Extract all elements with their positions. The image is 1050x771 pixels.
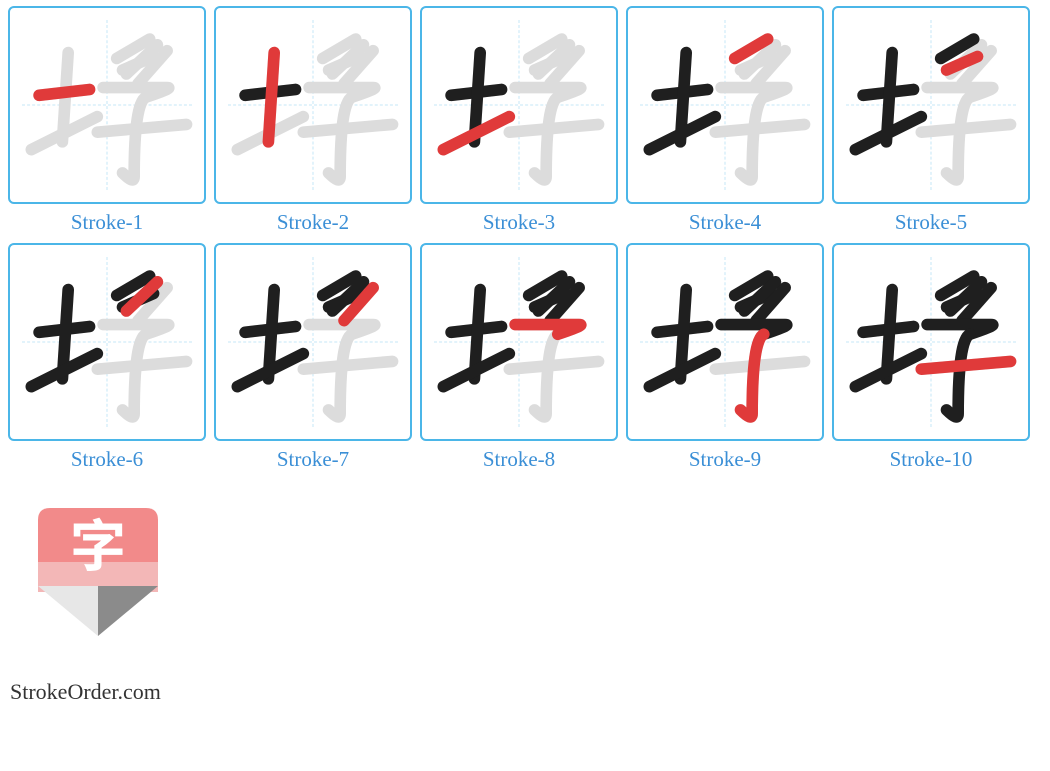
- stroke-current-8: [515, 325, 581, 335]
- char-svg: [834, 245, 1028, 439]
- char-svg: [216, 245, 410, 439]
- stroke-ghost-10: [303, 124, 392, 132]
- site-logo-icon: 字: [38, 508, 158, 636]
- stroke-caption-5: Stroke-5: [832, 210, 1030, 235]
- stroke-caption-1: Stroke-1: [8, 210, 206, 235]
- stroke-card-4: Stroke-4: [626, 6, 824, 235]
- stroke-caption-8: Stroke-8: [420, 447, 618, 472]
- stroke-ghost-9: [329, 334, 352, 417]
- stroke-ghost-8: [103, 325, 169, 335]
- stroke-tile-6: [8, 243, 206, 441]
- stroke-tile-3: [420, 6, 618, 204]
- stroke-done-8: [721, 325, 787, 335]
- stroke-ghost-10: [715, 124, 804, 132]
- stroke-card-6: Stroke-6: [8, 243, 206, 472]
- stroke-card-3: Stroke-3: [420, 6, 618, 235]
- logo-row: 字: [0, 472, 1050, 641]
- stroke-card-5: Stroke-5: [832, 6, 1030, 235]
- char-svg: [422, 245, 616, 439]
- stroke-current-10: [921, 361, 1010, 369]
- stroke-caption-9: Stroke-9: [626, 447, 824, 472]
- stroke-caption-4: Stroke-4: [626, 210, 824, 235]
- stroke-ghost-9: [123, 97, 146, 180]
- stroke-ghost-9: [123, 334, 146, 417]
- stroke-tile-2: [214, 6, 412, 204]
- char-svg: [10, 245, 204, 439]
- stroke-ghost-10: [509, 124, 598, 132]
- stroke-ghost-10: [303, 361, 392, 369]
- stroke-card-2: Stroke-2: [214, 6, 412, 235]
- stroke-card-8: Stroke-8: [420, 243, 618, 472]
- stroke-card-10: Stroke-10: [832, 243, 1030, 472]
- stroke-tile-5: [832, 6, 1030, 204]
- stroke-ghost-9: [741, 97, 764, 180]
- stroke-card-1: Stroke-1: [8, 6, 206, 235]
- stroke-ghost-8: [721, 88, 787, 98]
- stroke-ghost-9: [329, 97, 352, 180]
- stroke-ghost-8: [309, 88, 375, 98]
- stroke-ghost-9: [535, 97, 558, 180]
- stroke-grid: Stroke-1 Stroke-2 Stroke-3 Stroke-4 Stroke-5…: [0, 0, 1050, 472]
- stroke-ghost-9: [947, 97, 970, 180]
- stroke-tile-7: [214, 243, 412, 441]
- char-svg: [628, 8, 822, 202]
- stroke-ghost-8: [927, 88, 993, 98]
- stroke-caption-6: Stroke-6: [8, 447, 206, 472]
- stroke-ghost-10: [97, 361, 186, 369]
- stroke-ghost-9: [535, 334, 558, 417]
- stroke-ghost-8: [103, 88, 169, 98]
- stroke-done-9: [947, 334, 970, 417]
- char-svg: [10, 8, 204, 202]
- char-svg: [422, 8, 616, 202]
- char-svg: [628, 245, 822, 439]
- char-svg: [834, 8, 1028, 202]
- stroke-card-7: Stroke-7: [214, 243, 412, 472]
- stroke-caption-2: Stroke-2: [214, 210, 412, 235]
- stroke-ghost-8: [515, 88, 581, 98]
- stroke-tile-1: [8, 6, 206, 204]
- stroke-caption-3: Stroke-3: [420, 210, 618, 235]
- stroke-ghost-10: [921, 124, 1010, 132]
- stroke-current-9: [741, 334, 764, 417]
- stroke-ghost-10: [509, 361, 598, 369]
- svg-text:字: 字: [70, 508, 126, 583]
- stroke-current-2: [268, 53, 274, 142]
- stroke-tile-4: [626, 6, 824, 204]
- stroke-tile-8: [420, 243, 618, 441]
- stroke-tile-9: [626, 243, 824, 441]
- stroke-caption-10: Stroke-10: [832, 447, 1030, 472]
- site-name: StrokeOrder.com: [0, 641, 1050, 705]
- stroke-tile-10: [832, 243, 1030, 441]
- stroke-done-8: [927, 325, 993, 335]
- stroke-caption-7: Stroke-7: [214, 447, 412, 472]
- stroke-current-1: [39, 89, 89, 95]
- char-svg: [216, 8, 410, 202]
- stroke-card-9: Stroke-9: [626, 243, 824, 472]
- stroke-ghost-10: [97, 124, 186, 132]
